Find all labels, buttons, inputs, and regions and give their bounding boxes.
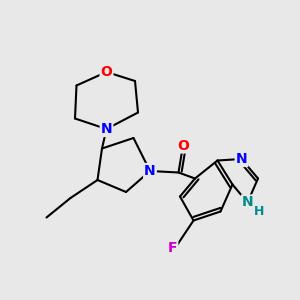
Text: N: N bbox=[236, 152, 247, 166]
Text: N: N bbox=[242, 196, 253, 209]
Text: N: N bbox=[101, 122, 112, 136]
Text: O: O bbox=[100, 65, 112, 79]
Text: H: H bbox=[254, 205, 265, 218]
Text: N: N bbox=[144, 164, 156, 178]
Text: F: F bbox=[168, 241, 177, 254]
Text: O: O bbox=[177, 139, 189, 152]
